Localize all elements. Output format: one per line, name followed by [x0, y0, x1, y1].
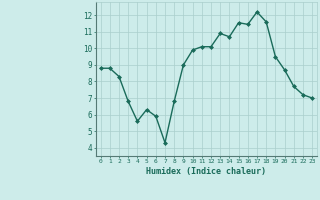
X-axis label: Humidex (Indice chaleur): Humidex (Indice chaleur) [147, 167, 266, 176]
